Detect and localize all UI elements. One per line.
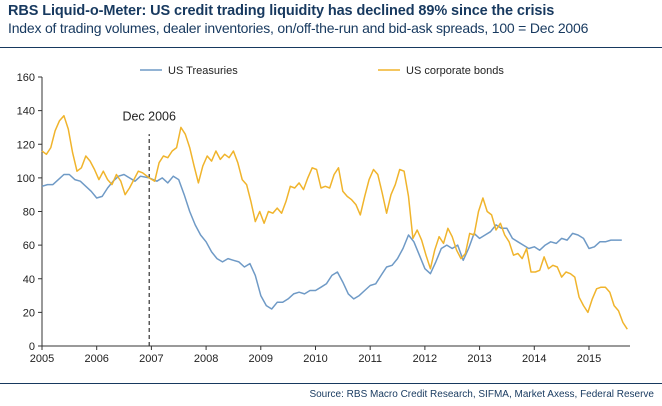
y-tick-label: 120 [17,139,35,151]
source-note: Source: RBS Macro Credit Research, SIFMA… [309,389,654,400]
legend-label-us-corporate-bonds: US corporate bonds [406,65,504,77]
y-tick-label: 140 [17,106,35,118]
chart-subtitle: Index of trading volumes, dealer invento… [8,20,589,36]
x-tick-label: 2013 [467,353,491,365]
y-tick-label: 80 [23,207,35,219]
x-tick-label: 2010 [303,353,327,365]
x-tick-label: 2015 [577,353,601,365]
legend: US Treasuries US corporate bonds [140,65,504,77]
x-tick-label: 2011 [358,353,382,365]
legend-label-us-treasuries: US Treasuries [168,65,238,77]
footer-rule [0,383,662,384]
x-tick-label: 2009 [249,353,273,365]
chart-title: RBS Liquid-o-Meter: US credit trading li… [8,3,555,19]
y-tick-label: 100 [17,173,35,185]
chart-axes: 0 20 40 60 80 100 120 140 160 2005 2006 2007 2008 200… [17,72,630,365]
y-tick-label: 40 [23,274,35,286]
y-tick-label: 60 [23,240,35,252]
annotation-label: Dec 2006 [122,110,176,124]
y-tick-label: 20 [23,307,35,319]
series-line-us-treasuries [41,173,622,310]
series-layer [41,114,628,330]
y-tick-label: 0 [29,341,35,353]
x-tick-label: 2012 [413,353,437,365]
annotation-layer: Dec 2006 [122,110,176,346]
x-tick-label: 2006 [84,353,108,365]
header-rule [0,47,662,48]
series-line-us-corporate-bonds [41,114,628,330]
x-tick-label: 2014 [522,353,546,365]
y-tick-label: 160 [17,72,35,84]
line-chart: 0 20 40 60 80 100 120 140 160 2005 2006 2007 2008 200… [17,65,630,365]
x-tick-label: 2007 [139,353,163,365]
x-tick-label: 2008 [194,353,218,365]
x-tick-label: 2005 [30,353,54,365]
